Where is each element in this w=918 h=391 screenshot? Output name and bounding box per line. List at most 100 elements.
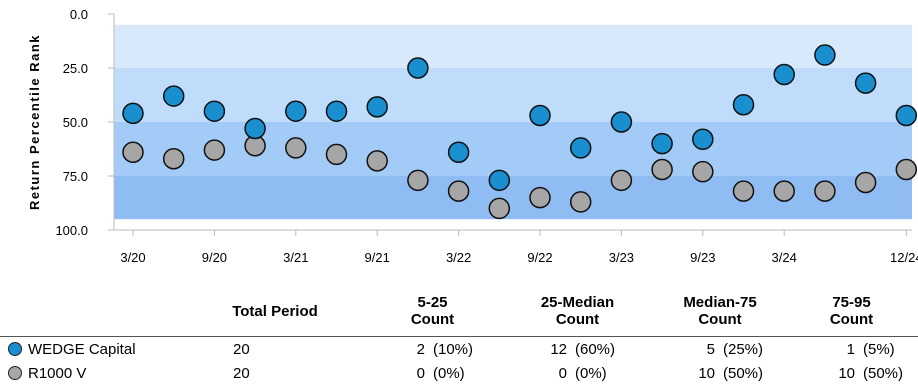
x-tick-label: 9/21 <box>365 250 390 265</box>
percentile-rank-chart: 0.0 25.0 50.0 75.0 100.0 Return Percentile Ra… <box>27 7 918 265</box>
wedge-point <box>569 137 592 159</box>
header-total-period: Total Period <box>185 286 365 337</box>
wedge-point <box>732 93 755 116</box>
wedge-point <box>895 104 918 127</box>
r1000v-point <box>773 180 795 202</box>
cell-total: 20 <box>185 336 365 361</box>
cell-pct: (50%) <box>723 364 764 382</box>
x-tick-label: 9/20 <box>202 250 227 265</box>
header-75-95-line2: Count <box>829 311 874 328</box>
r1000v-point <box>325 143 348 166</box>
y-tick-label: 100.0 <box>55 223 88 238</box>
header-75-95: 75-95 Count <box>785 286 918 337</box>
cell-b3: 5 (25%) <box>655 336 785 361</box>
wedge-point <box>773 63 795 86</box>
r1000v-point <box>529 186 551 209</box>
cell-pct: (50%) <box>863 364 904 382</box>
wedge-point <box>162 85 185 107</box>
cell-total-value: 20 <box>233 340 250 358</box>
cell-b2: 12 (60%) <box>500 336 655 361</box>
x-tick-label: 3/24 <box>772 250 797 265</box>
y-tick-label: 0.0 <box>70 7 88 22</box>
legend-marker-r1000v-icon <box>8 365 22 380</box>
header-median-75-line2: Count <box>698 311 742 328</box>
legend-marker-wedge-icon <box>8 341 22 356</box>
summary-table: Total Period 5-25 Count 25-Median Count Me… <box>0 286 918 385</box>
r1000v-point <box>692 160 714 183</box>
y-tick-label: 50.0 <box>63 115 88 130</box>
wedge-point <box>488 169 511 192</box>
y-tick-label: 75.0 <box>63 169 88 184</box>
header-median-75: Median-75 Count <box>655 286 785 337</box>
cell-count: 0 <box>558 364 567 382</box>
x-tick-label: 3/23 <box>609 250 634 265</box>
cell-b4: 1 (5%) <box>785 336 918 361</box>
table-row-wedge: WEDGE Capital 20 2 (10%) 12 (60%) 5 (25%) 1… <box>0 336 918 361</box>
percentile-band-0 <box>114 24 912 68</box>
wedge-point <box>529 104 551 127</box>
header-25-median-line1: 25-Median <box>540 294 615 311</box>
r1000v-point <box>610 169 633 192</box>
cell-pct: (5%) <box>863 340 895 358</box>
wedge-point <box>854 72 877 94</box>
row-label: WEDGE Capital <box>0 336 185 361</box>
x-tick-label: 9/22 <box>527 250 552 265</box>
r1000v-point <box>814 180 836 202</box>
wedge-point <box>447 141 470 163</box>
table-header-row: Total Period 5-25 Count 25-Median Count Me… <box>0 286 918 337</box>
wedge-point <box>366 96 388 118</box>
r1000v-point <box>162 147 185 170</box>
cell-b4: 10 (50%) <box>785 361 918 385</box>
y-tick-label: 25.0 <box>63 61 88 76</box>
r1000v-point <box>285 137 307 159</box>
wedge-point <box>692 128 714 151</box>
cell-count: 0 <box>416 364 425 382</box>
r1000v-point <box>203 139 226 161</box>
wedge-point <box>407 57 429 79</box>
header-5-25-line1: 5-25 <box>417 294 448 311</box>
wedge-point <box>203 100 226 122</box>
r1000v-point <box>407 169 429 192</box>
cell-b1: 2 (10%) <box>365 336 500 361</box>
cell-count: 5 <box>706 340 715 358</box>
header-25-median: 25-Median Count <box>500 286 655 337</box>
x-tick-label: 3/21 <box>283 250 308 265</box>
cell-total: 20 <box>185 361 365 385</box>
header-total-label: Total Period <box>232 302 318 320</box>
cell-total-value: 20 <box>233 364 250 382</box>
cell-b3: 10 (50%) <box>655 361 785 385</box>
r1000v-point <box>651 158 673 181</box>
header-75-95-line1: 75-95 <box>832 294 871 311</box>
header-5-25-line2: Count <box>410 311 455 328</box>
x-tick-label: 3/20 <box>120 250 145 265</box>
r1000v-point <box>366 150 388 172</box>
chart-svg: 0.0 25.0 50.0 75.0 100.0 Return Percentile Ra… <box>27 7 918 265</box>
r1000v-point <box>488 197 511 220</box>
wedge-point <box>325 100 348 122</box>
r1000v-point <box>732 180 755 202</box>
x-tick-label: 12/24 <box>890 250 918 265</box>
r1000v-point <box>447 180 470 202</box>
wedge-point <box>610 111 633 133</box>
cell-b2: 0 (0%) <box>500 361 655 385</box>
x-tick-label: 3/22 <box>446 250 471 265</box>
r1000v-point <box>122 141 144 163</box>
header-25-median-line2: Count <box>555 311 600 328</box>
wedge-point <box>285 100 307 122</box>
r1000v-point <box>569 191 592 213</box>
r1000v-point <box>895 158 918 181</box>
percentile-band-2 <box>114 122 912 176</box>
row-name: R1000 V <box>28 364 87 382</box>
wedge-point <box>122 102 144 125</box>
row-label: R1000 V <box>0 361 185 385</box>
header-blank <box>0 286 185 337</box>
row-name: WEDGE Capital <box>28 340 136 358</box>
cell-count: 12 <box>550 340 567 358</box>
table-row-r1000v: R1000 V 20 0 (0%) 0 (0%) 10 (50%) 10 (50%) <box>0 361 918 385</box>
cell-pct: (60%) <box>575 340 616 358</box>
cell-b1: 0 (0%) <box>365 361 500 385</box>
cell-pct: (0%) <box>575 364 607 382</box>
y-axis-label: Return Percentile Rank <box>27 34 42 210</box>
cell-pct: (10%) <box>433 340 474 358</box>
cell-pct: (25%) <box>723 340 764 358</box>
